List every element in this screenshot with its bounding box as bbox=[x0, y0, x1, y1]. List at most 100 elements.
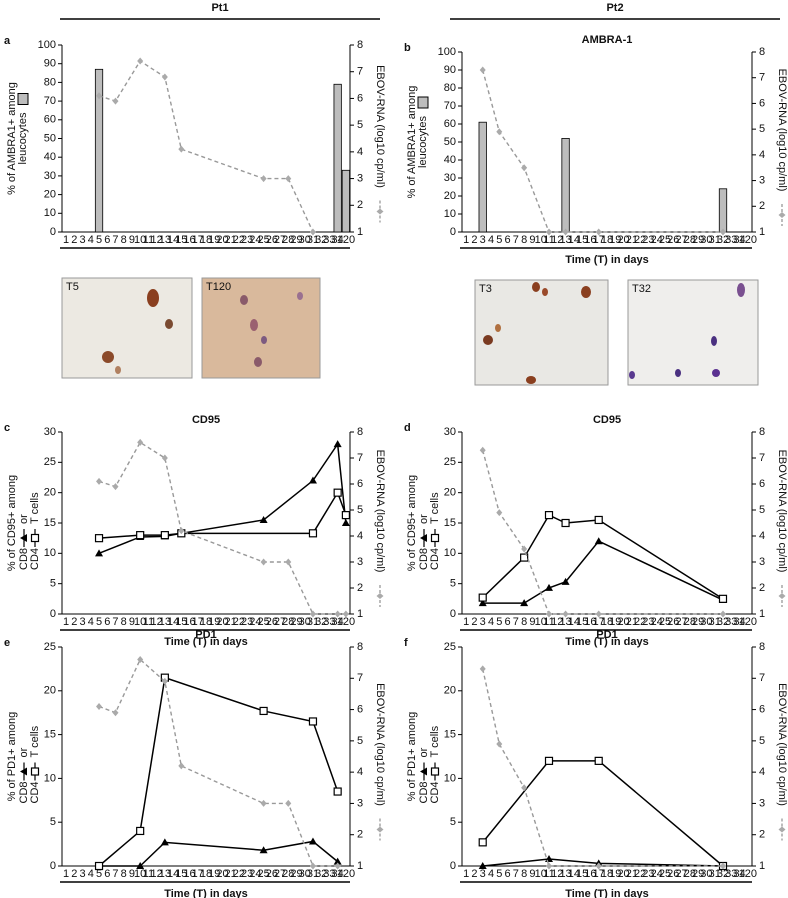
axis-frame bbox=[461, 647, 753, 867]
y2-tick-label: 7 bbox=[759, 72, 765, 84]
y2-tick-label: 3 bbox=[759, 797, 765, 809]
y-legend: CD8 or bbox=[418, 747, 430, 803]
x-tick-label: 2 bbox=[471, 868, 477, 880]
y2-tick-label: 8 bbox=[357, 641, 363, 653]
bar-legend-swatch bbox=[417, 96, 429, 109]
series-line bbox=[482, 858, 724, 867]
legend-label: CD4 bbox=[29, 548, 41, 570]
series-line bbox=[482, 514, 724, 600]
y2-tick-label: 7 bbox=[759, 452, 765, 464]
cd8-point bbox=[308, 476, 317, 484]
y-tick-label: 10 bbox=[44, 207, 56, 219]
chart-title: PD1 bbox=[195, 629, 216, 641]
x-tick-label: 4 bbox=[88, 868, 94, 880]
x-tick-label: 31 bbox=[307, 868, 319, 880]
y-axis-label: % of AMBRA1+ among bbox=[6, 82, 18, 195]
x-tick-label: 13 bbox=[159, 234, 171, 246]
x-tick-label: 6 bbox=[104, 234, 110, 246]
y-tick-label: 100 bbox=[438, 46, 456, 58]
ebov-line bbox=[482, 668, 723, 867]
y2-tick-label: 7 bbox=[759, 672, 765, 684]
y-tick-label: 0 bbox=[50, 226, 56, 238]
x-tick-label: 23 bbox=[642, 868, 654, 880]
x-tick-label: 19 bbox=[609, 616, 621, 628]
x-tick-label: 26 bbox=[667, 234, 679, 246]
ebov-point bbox=[161, 454, 168, 462]
y-tick-label: 10 bbox=[444, 772, 456, 784]
y-axis-label-line: T cells bbox=[429, 725, 441, 757]
y-axis-label: % of PD1+ among bbox=[6, 712, 18, 802]
axis-frame bbox=[461, 52, 753, 233]
cd4-point bbox=[333, 787, 342, 796]
x-tick-label: 32 bbox=[315, 616, 327, 628]
x-tick-label: 25 bbox=[257, 868, 269, 880]
x-tick-label: 9 bbox=[129, 234, 135, 246]
cd4-point bbox=[561, 518, 570, 528]
x-tick-label: 11 bbox=[543, 234, 554, 246]
y-axis-label-line: T cells bbox=[29, 725, 41, 757]
y2-tick-label: 6 bbox=[759, 478, 765, 490]
y2-tick-label: 3 bbox=[357, 172, 363, 184]
cd8-point bbox=[478, 862, 487, 869]
x-tick-label: 120 bbox=[337, 868, 355, 880]
cd4-point bbox=[478, 593, 487, 602]
x-tick-label: 22 bbox=[634, 868, 646, 880]
panel-letter: b bbox=[404, 42, 411, 54]
ebov-legend-marker bbox=[376, 208, 384, 215]
x-tick-label: 15 bbox=[175, 234, 187, 246]
x-tick-label: 16 bbox=[584, 868, 596, 880]
bar bbox=[333, 83, 342, 233]
x-axis-label: Time (T) in days bbox=[565, 254, 649, 266]
y2-tick-label: 3 bbox=[357, 797, 363, 809]
x-tick-label: 29 bbox=[290, 616, 302, 628]
series-line bbox=[482, 760, 724, 867]
y2-tick-label: 3 bbox=[357, 556, 363, 568]
x-tick-label: 33 bbox=[323, 234, 335, 246]
x-tick-label: 14 bbox=[167, 616, 179, 628]
ebov-point bbox=[112, 483, 119, 491]
ebov-point bbox=[720, 228, 726, 236]
ebov-point bbox=[178, 527, 185, 535]
ebov-point bbox=[595, 862, 602, 870]
y2-tick-label: 3 bbox=[759, 556, 765, 568]
ebov-point bbox=[720, 610, 726, 618]
ebov-point bbox=[595, 228, 602, 236]
x-tick-label: 31 bbox=[307, 234, 319, 246]
cd4-point bbox=[308, 529, 318, 538]
legend-label: CD4 bbox=[429, 781, 441, 803]
x-tick-label: 25 bbox=[659, 234, 671, 246]
x-tick-label: 3 bbox=[80, 234, 86, 246]
y-tick-label: 50 bbox=[44, 132, 56, 144]
cd8-point bbox=[308, 837, 317, 845]
y2-tick-label: 4 bbox=[357, 146, 363, 158]
x-tick-label: 16 bbox=[183, 868, 195, 880]
y2-tick-label: 5 bbox=[357, 119, 363, 131]
patient-header: Pt2 bbox=[606, 2, 623, 14]
x-tick-label: 24 bbox=[651, 868, 663, 880]
x-tick-label: 31 bbox=[709, 616, 721, 628]
x-tick-label: 2 bbox=[471, 234, 477, 246]
x-tick-label: 10 bbox=[535, 616, 547, 628]
legend-marker bbox=[430, 767, 440, 776]
y2-tick-label: 1 bbox=[759, 608, 765, 620]
y-tick-label: 90 bbox=[444, 64, 456, 76]
x-tick-label: 15 bbox=[175, 868, 187, 880]
series-line bbox=[482, 540, 724, 604]
x-tick-label: 32 bbox=[315, 868, 327, 880]
x-tick-label: 29 bbox=[692, 616, 704, 628]
x-tick-label: 27 bbox=[274, 868, 286, 880]
y-legend: CD8 or bbox=[18, 747, 30, 803]
ebov-point bbox=[285, 799, 292, 807]
y-legend: CD4 T cells bbox=[429, 492, 441, 570]
x-tick-label: 33 bbox=[323, 868, 335, 880]
x-tick-label: 24 bbox=[651, 616, 663, 628]
ebov-point bbox=[479, 446, 486, 454]
y2-tick-label: 8 bbox=[759, 426, 765, 438]
bar bbox=[561, 137, 570, 233]
cd8-point bbox=[478, 599, 487, 607]
x-tick-label: 6 bbox=[505, 616, 511, 628]
legend-label: CD4 bbox=[429, 548, 441, 570]
x-tick-label: 22 bbox=[233, 868, 245, 880]
y-tick-label: 25 bbox=[44, 641, 56, 653]
ebov-point bbox=[562, 228, 569, 236]
